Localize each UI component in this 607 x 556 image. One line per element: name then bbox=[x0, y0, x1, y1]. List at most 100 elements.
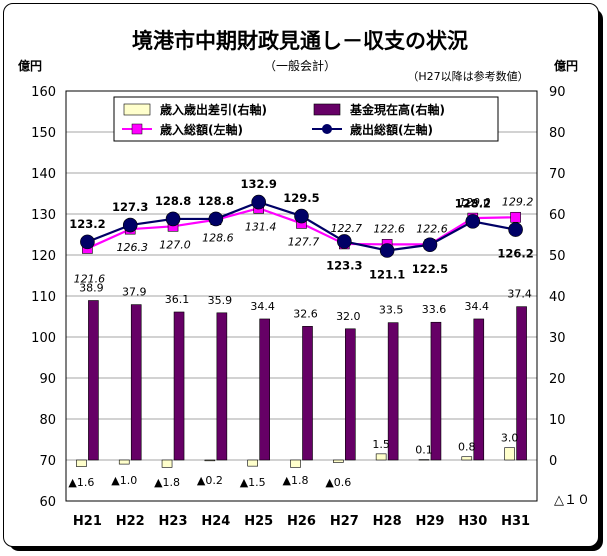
legend-swatch-1 bbox=[313, 103, 341, 116]
plot-border bbox=[65, 90, 538, 502]
marker-expend-1 bbox=[122, 217, 138, 233]
label-balance: 3.0 bbox=[501, 432, 519, 445]
legend-label-2: 歳入総額(左軸) bbox=[160, 122, 243, 137]
right-tick-label: 60 bbox=[549, 208, 566, 223]
label-expenditure: 123.2 bbox=[69, 217, 105, 231]
label-fund: 35.9 bbox=[208, 294, 233, 307]
marker-revenue-10 bbox=[510, 211, 521, 223]
marker-expend-6 bbox=[337, 234, 352, 249]
x-tick-label: H23 bbox=[159, 514, 188, 529]
right-tick-label: 30 bbox=[549, 331, 566, 346]
label-revenue: 129.0 bbox=[459, 196, 491, 209]
left-tick-label: 80 bbox=[39, 413, 56, 428]
bar-0-10 bbox=[504, 447, 515, 461]
label-balance: ▲1.8 bbox=[154, 476, 180, 489]
bar-1-2 bbox=[173, 311, 185, 461]
bar-0-4 bbox=[247, 459, 258, 467]
x-tick-label: H28 bbox=[373, 514, 402, 529]
right-axis-bottom-label: △１０ bbox=[554, 493, 590, 508]
right-tick-label: 20 bbox=[549, 372, 566, 387]
lines-layer bbox=[80, 194, 523, 258]
left-tick-label: 140 bbox=[31, 167, 56, 182]
label-expenditure: 127.3 bbox=[112, 200, 148, 214]
marker-expend-8 bbox=[422, 237, 438, 253]
legend: 歳入歳出差引(右軸) 基金現在高(右軸) 歳入総額(左軸) 歳出総額(左軸) bbox=[113, 96, 499, 142]
right-tick-label: 0 bbox=[549, 454, 557, 469]
x-tick-label: H31 bbox=[501, 514, 530, 529]
right-tick-label: 10 bbox=[549, 413, 566, 428]
label-fund: 37.4 bbox=[507, 288, 532, 301]
bar-0-6 bbox=[333, 459, 344, 463]
bar-0-9 bbox=[461, 456, 473, 461]
legend-marker-3 bbox=[322, 124, 332, 134]
label-expenditure: 128.8 bbox=[155, 194, 191, 208]
chart-subtitle: （一般会計） bbox=[264, 58, 336, 73]
marker-expend-10 bbox=[508, 222, 523, 237]
right-tick-label: 70 bbox=[549, 167, 566, 182]
left-tick-label: 150 bbox=[31, 126, 56, 141]
right-axis-unit: 億円 bbox=[554, 58, 578, 73]
label-fund: 32.6 bbox=[293, 307, 318, 320]
left-tick-label: 70 bbox=[39, 454, 56, 469]
bar-1-8 bbox=[430, 321, 442, 461]
label-fund: 34.4 bbox=[250, 300, 275, 313]
marker-expend-4 bbox=[251, 194, 266, 210]
marker-expend-0 bbox=[80, 234, 95, 250]
bar-0-8 bbox=[418, 459, 430, 461]
bar-0-7 bbox=[375, 453, 387, 461]
label-balance: ▲0.2 bbox=[197, 474, 223, 487]
label-fund: 34.4 bbox=[465, 300, 490, 313]
label-fund: 38.9 bbox=[79, 282, 104, 295]
left-tick-label: 130 bbox=[31, 208, 56, 223]
label-revenue: 122.6 bbox=[373, 222, 405, 235]
chart-note: （H27以降は参考数値） bbox=[407, 69, 528, 83]
label-revenue: 129.2 bbox=[502, 195, 534, 208]
x-tick-label: H26 bbox=[287, 514, 316, 529]
label-fund: 32.0 bbox=[336, 310, 361, 323]
bar-1-6 bbox=[345, 328, 356, 461]
left-axis-unit: 億円 bbox=[18, 58, 42, 73]
legend-label-3: 歳出総額(左軸) bbox=[350, 122, 433, 137]
label-revenue: 122.7 bbox=[331, 222, 363, 235]
axes-layer: 60 70 80 90 100 110 120 130 140 150 160 0 10 20 30 40 50… bbox=[31, 85, 565, 529]
bar-0-2 bbox=[161, 459, 173, 468]
label-expenditure: 128.2 bbox=[455, 196, 491, 210]
label-balance: 0.1 bbox=[415, 444, 433, 457]
label-balance: ▲0.6 bbox=[325, 476, 351, 489]
label-fund: 33.5 bbox=[379, 304, 404, 317]
marker-expend-5 bbox=[294, 208, 309, 224]
label-expenditure: 132.9 bbox=[240, 177, 276, 191]
x-tick-label: H21 bbox=[73, 514, 102, 529]
marker-expend-2 bbox=[165, 211, 181, 227]
legend-label-0: 歳入歳出差引(右軸) bbox=[160, 102, 267, 117]
label-revenue: 122.6 bbox=[416, 222, 448, 235]
x-tick-label: H24 bbox=[201, 514, 230, 529]
legend-swatch-0 bbox=[123, 103, 151, 116]
label-fund: 36.1 bbox=[165, 293, 190, 306]
label-revenue: 121.6 bbox=[74, 272, 106, 285]
x-tick-label: H27 bbox=[330, 514, 359, 529]
marker-expend-7 bbox=[379, 243, 395, 258]
label-expenditure: 126.2 bbox=[497, 247, 533, 261]
right-tick-label: 90 bbox=[549, 85, 566, 100]
legend-label-1: 基金現在高(右軸) bbox=[349, 102, 445, 117]
grid-layer bbox=[66, 91, 537, 501]
bar-1-9 bbox=[473, 318, 485, 461]
label-balance: 1.5 bbox=[372, 438, 390, 451]
marker-expend-3 bbox=[208, 211, 224, 227]
label-expenditure: 128.8 bbox=[198, 194, 234, 208]
bar-1-7 bbox=[387, 322, 399, 461]
label-balance: 0.8 bbox=[458, 441, 476, 454]
legend-box bbox=[113, 96, 499, 142]
x-tick-label: H25 bbox=[244, 514, 273, 529]
label-balance: ▲1.8 bbox=[283, 474, 309, 487]
x-tick-label: H22 bbox=[116, 514, 145, 529]
label-revenue: 127.7 bbox=[288, 235, 320, 248]
bar-0-1 bbox=[118, 459, 130, 465]
label-revenue: 128.6 bbox=[202, 232, 234, 245]
marker-expend-9 bbox=[465, 214, 481, 229]
chart-title: 境港市中期財政見通し－収支の状況 bbox=[132, 29, 468, 53]
left-tick-label: 110 bbox=[31, 290, 56, 305]
